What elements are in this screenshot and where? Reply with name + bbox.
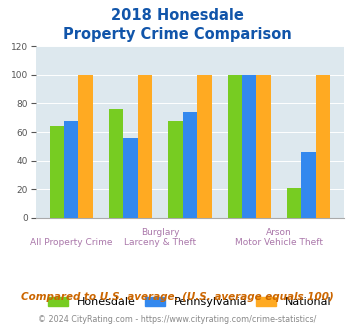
Bar bbox=[109, 109, 123, 218]
Bar bbox=[78, 75, 93, 218]
Bar bbox=[50, 126, 64, 218]
Bar bbox=[257, 75, 271, 218]
Text: Property Crime Comparison: Property Crime Comparison bbox=[63, 27, 292, 42]
Text: Compared to U.S. average. (U.S. average equals 100): Compared to U.S. average. (U.S. average … bbox=[21, 292, 334, 302]
Bar bbox=[316, 75, 330, 218]
Bar bbox=[287, 188, 301, 218]
Bar bbox=[123, 138, 138, 218]
Text: All Property Crime: All Property Crime bbox=[30, 238, 113, 247]
Text: Arson: Arson bbox=[266, 228, 292, 237]
Bar bbox=[168, 120, 183, 218]
Text: Larceny & Theft: Larceny & Theft bbox=[124, 238, 196, 247]
Text: Motor Vehicle Theft: Motor Vehicle Theft bbox=[235, 238, 323, 247]
Bar bbox=[301, 152, 316, 218]
Legend: Honesdale, Pennsylvania, National: Honesdale, Pennsylvania, National bbox=[44, 292, 336, 312]
Bar bbox=[183, 112, 197, 218]
Bar bbox=[138, 75, 152, 218]
Text: 2018 Honesdale: 2018 Honesdale bbox=[111, 8, 244, 23]
Bar bbox=[197, 75, 212, 218]
Bar bbox=[242, 75, 257, 218]
Bar bbox=[228, 75, 242, 218]
Text: Burglary: Burglary bbox=[141, 228, 180, 237]
Text: © 2024 CityRating.com - https://www.cityrating.com/crime-statistics/: © 2024 CityRating.com - https://www.city… bbox=[38, 315, 317, 324]
Bar bbox=[64, 120, 78, 218]
